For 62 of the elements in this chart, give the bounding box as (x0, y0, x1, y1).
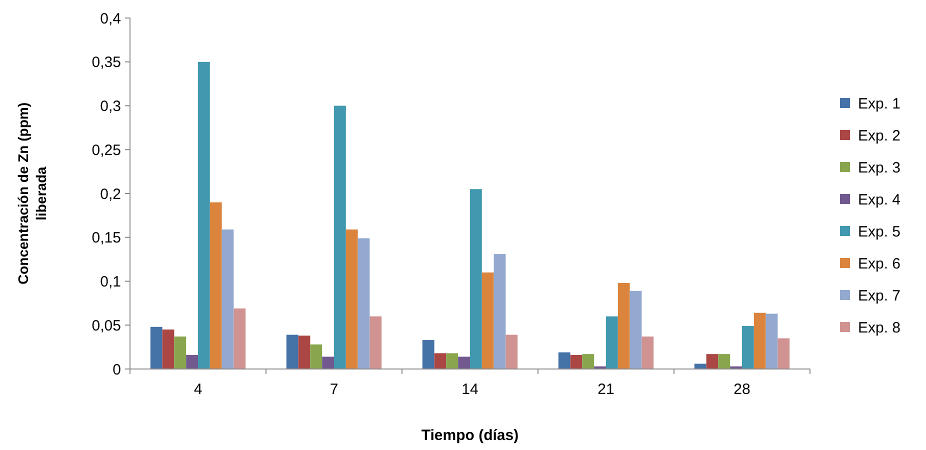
bar (742, 326, 754, 369)
bar (286, 334, 298, 369)
x-tick-label: 4 (194, 381, 202, 398)
bar (778, 338, 790, 369)
x-axis-title: Tiempo (días) (421, 427, 519, 444)
bar (422, 340, 434, 369)
x-tick-label: 7 (330, 381, 338, 398)
bar (198, 62, 210, 369)
bar (606, 316, 618, 369)
y-tick-label: 0,2 (100, 186, 121, 203)
legend-label: Exp. 1 (858, 95, 901, 112)
bar (470, 189, 482, 369)
bar (446, 353, 458, 369)
bar (174, 336, 186, 369)
bar (210, 202, 222, 369)
bar (642, 336, 654, 369)
legend-label: Exp. 3 (858, 159, 901, 176)
y-tick-label: 0,05 (92, 317, 121, 334)
bar (234, 308, 246, 369)
y-tick-label: 0,15 (92, 230, 121, 247)
bar (482, 272, 494, 369)
bar (298, 336, 310, 369)
bar (346, 229, 358, 369)
x-tick-label: 28 (734, 381, 750, 398)
bar (706, 354, 718, 369)
x-tick-label: 14 (462, 381, 478, 398)
bar (322, 356, 334, 369)
bar (718, 354, 730, 369)
y-axis-title: Concentración de Zn (ppm) liberada (15, 102, 49, 284)
bar (558, 352, 570, 369)
y-tick-label: 0,3 (100, 98, 121, 115)
bar (222, 229, 234, 369)
legend-label: Exp. 2 (858, 127, 901, 144)
legend-label: Exp. 5 (858, 223, 901, 240)
bar (766, 314, 778, 369)
x-tick-label: 21 (598, 381, 614, 398)
y-tick-label: 0,35 (92, 54, 121, 72)
legend-label: Exp. 8 (858, 319, 901, 336)
bar (506, 334, 518, 369)
bar (694, 364, 706, 369)
y-tick-label: 0,25 (92, 142, 121, 159)
bar (434, 353, 446, 369)
bar (310, 344, 322, 369)
bar (150, 326, 162, 369)
bar (186, 354, 198, 369)
bar (370, 316, 382, 369)
bar (618, 283, 630, 369)
legend-label: Exp. 6 (858, 255, 901, 272)
y-tick-label: 0,4 (100, 10, 121, 28)
bar (494, 254, 506, 369)
bar (358, 238, 370, 369)
bar (162, 330, 174, 369)
y-tick-label: 0,1 (100, 274, 121, 290)
bar (582, 354, 594, 369)
y-tick-label: 0 (112, 361, 121, 378)
bar (458, 356, 470, 369)
bar (334, 106, 346, 369)
bar (630, 290, 642, 369)
legend-label: Exp. 4 (858, 191, 901, 208)
bar (570, 354, 582, 369)
legend-label: Exp. 7 (858, 287, 901, 304)
bar (754, 312, 766, 369)
